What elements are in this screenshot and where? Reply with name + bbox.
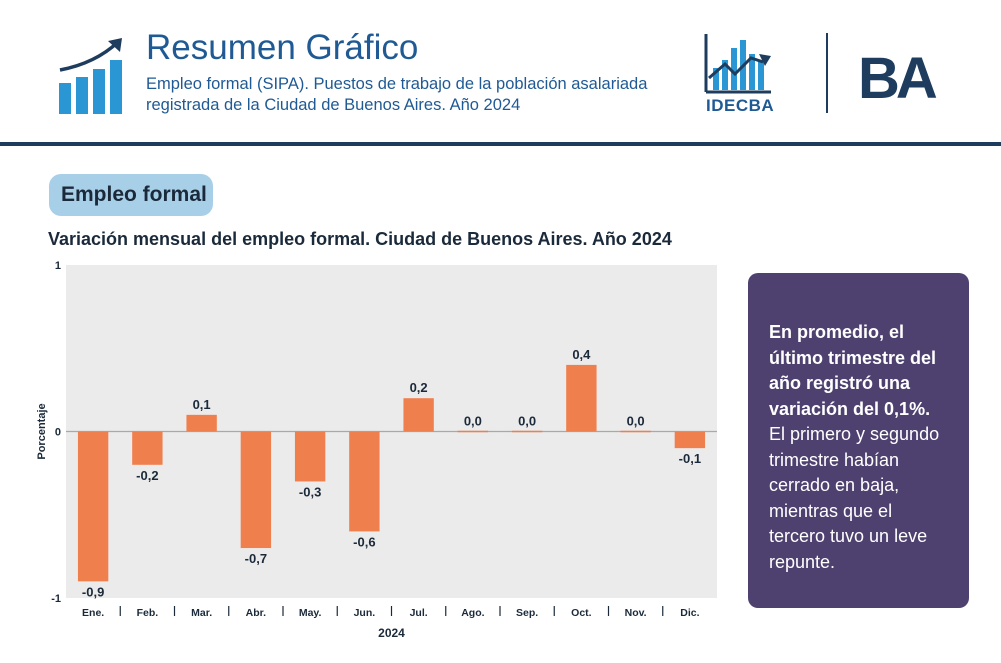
bar bbox=[132, 431, 163, 465]
bar bbox=[294, 431, 326, 482]
callout-text: El primero y segundo trimestre habían ce… bbox=[769, 424, 940, 572]
bar bbox=[457, 430, 489, 433]
bar bbox=[349, 431, 380, 532]
idecba-logo-text: IDECBA bbox=[706, 96, 775, 115]
idecba-logo-icon bbox=[704, 34, 771, 94]
callout-highlight: En promedio, el último trimestre del año… bbox=[769, 322, 937, 419]
x-tick-label: Sep. bbox=[516, 607, 538, 619]
section-badge: Empleo formal bbox=[49, 174, 213, 216]
y-axis-label: Porcentaje bbox=[36, 403, 48, 459]
x-tick-label: Ago. bbox=[461, 607, 484, 619]
x-tick-label: Feb. bbox=[137, 607, 159, 619]
bar-value-label: 0,0 bbox=[464, 414, 482, 429]
bar bbox=[511, 430, 543, 433]
bar-value-label: 0,2 bbox=[410, 380, 428, 395]
bar bbox=[186, 414, 217, 432]
x-tick-label: May. bbox=[299, 607, 322, 619]
bar-value-label: -0,1 bbox=[679, 451, 701, 466]
page-subtitle: Empleo formal (SIPA). Puestos de trabajo… bbox=[146, 75, 648, 114]
x-tick-label: Ene. bbox=[82, 607, 104, 619]
bar bbox=[77, 431, 109, 582]
y-tick-label: 0 bbox=[55, 427, 61, 439]
y-tick-label: -1 bbox=[51, 593, 61, 605]
bar-value-label: -0,9 bbox=[82, 584, 104, 599]
bar-value-label: -0,7 bbox=[245, 551, 267, 566]
bar-value-label: 0,0 bbox=[518, 414, 536, 429]
bar-chart: 1 0 -1 -0,9 -0,2 0,1 -0,7 -0,3 -0,6 0,2 0,0 0,0 0,4… bbox=[36, 260, 717, 640]
bar-value-label: 0,0 bbox=[627, 414, 645, 429]
bar-value-label: -0,3 bbox=[299, 484, 321, 499]
page-title: Resumen Gráfico bbox=[146, 28, 419, 67]
bar bbox=[566, 364, 597, 432]
x-tick-label: Oct. bbox=[571, 607, 592, 619]
buenos-aires-logo: BA bbox=[858, 50, 941, 102]
x-tick-label: Nov. bbox=[625, 607, 647, 619]
bar bbox=[403, 398, 434, 432]
y-tick-label: 1 bbox=[55, 260, 61, 272]
chart-title: Variación mensual del empleo formal. Ciu… bbox=[48, 229, 672, 249]
header: Resumen Gráfico Empleo formal (SIPA). Pu… bbox=[0, 0, 1001, 143]
bar bbox=[674, 431, 706, 449]
bar-value-label: 0,4 bbox=[572, 347, 591, 362]
bar-value-label: -0,2 bbox=[136, 468, 158, 483]
bar-value-label: 0,1 bbox=[193, 397, 211, 412]
svg-text:BA: BA bbox=[858, 50, 937, 102]
x-axis-label: 2024 bbox=[378, 626, 405, 640]
x-tick-label: Dic. bbox=[680, 607, 699, 619]
x-tick-label: Abr. bbox=[246, 607, 267, 619]
bar-value-label: -0,6 bbox=[353, 534, 375, 549]
header-divider bbox=[826, 33, 828, 113]
bar bbox=[620, 430, 651, 433]
x-tick-label: Jul. bbox=[410, 607, 428, 619]
bar-chart-growth-icon bbox=[59, 38, 122, 114]
header-rule bbox=[0, 142, 1001, 146]
x-tick-label: Jun. bbox=[354, 607, 376, 619]
x-tick-label: Mar. bbox=[191, 607, 212, 619]
summary-callout: En promedio, el último trimestre del año… bbox=[748, 273, 969, 608]
bar bbox=[240, 431, 272, 549]
